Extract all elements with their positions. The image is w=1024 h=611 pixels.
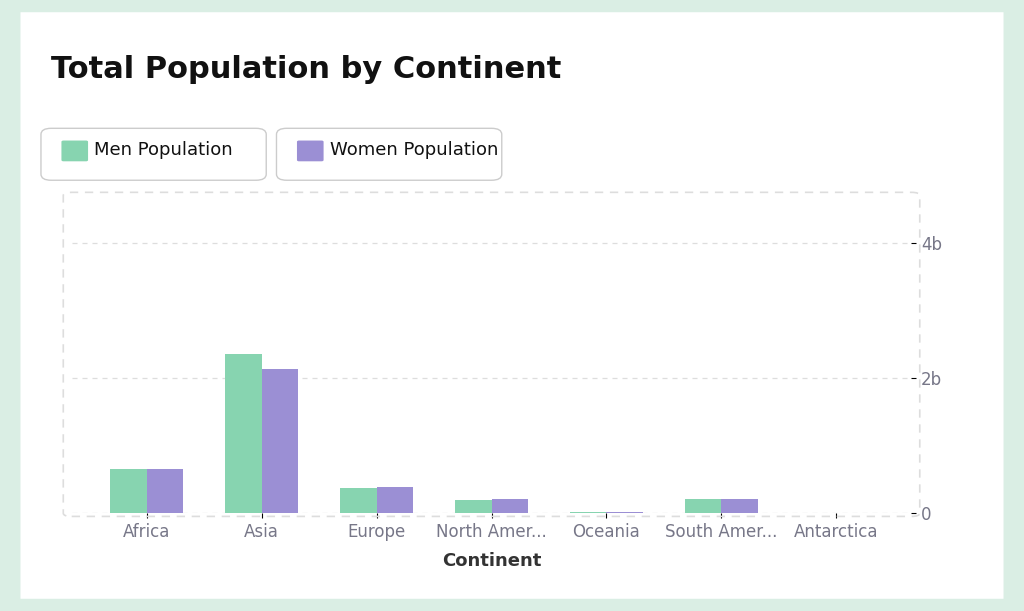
FancyBboxPatch shape	[20, 12, 1004, 599]
Bar	[377, 487, 414, 513]
Bar	[225, 354, 261, 513]
Bar	[569, 512, 606, 513]
Text: Men Population: Men Population	[94, 141, 232, 159]
Bar	[455, 500, 492, 513]
Bar	[722, 499, 758, 513]
X-axis label: Continent: Continent	[441, 552, 542, 570]
Bar	[261, 368, 298, 513]
Bar	[492, 499, 528, 513]
Bar	[606, 512, 643, 513]
Text: Total Population by Continent: Total Population by Continent	[51, 55, 561, 84]
Bar	[146, 469, 183, 513]
Bar	[110, 469, 146, 513]
Text: Women Population: Women Population	[330, 141, 498, 159]
Bar	[340, 488, 377, 513]
Bar	[685, 499, 722, 513]
